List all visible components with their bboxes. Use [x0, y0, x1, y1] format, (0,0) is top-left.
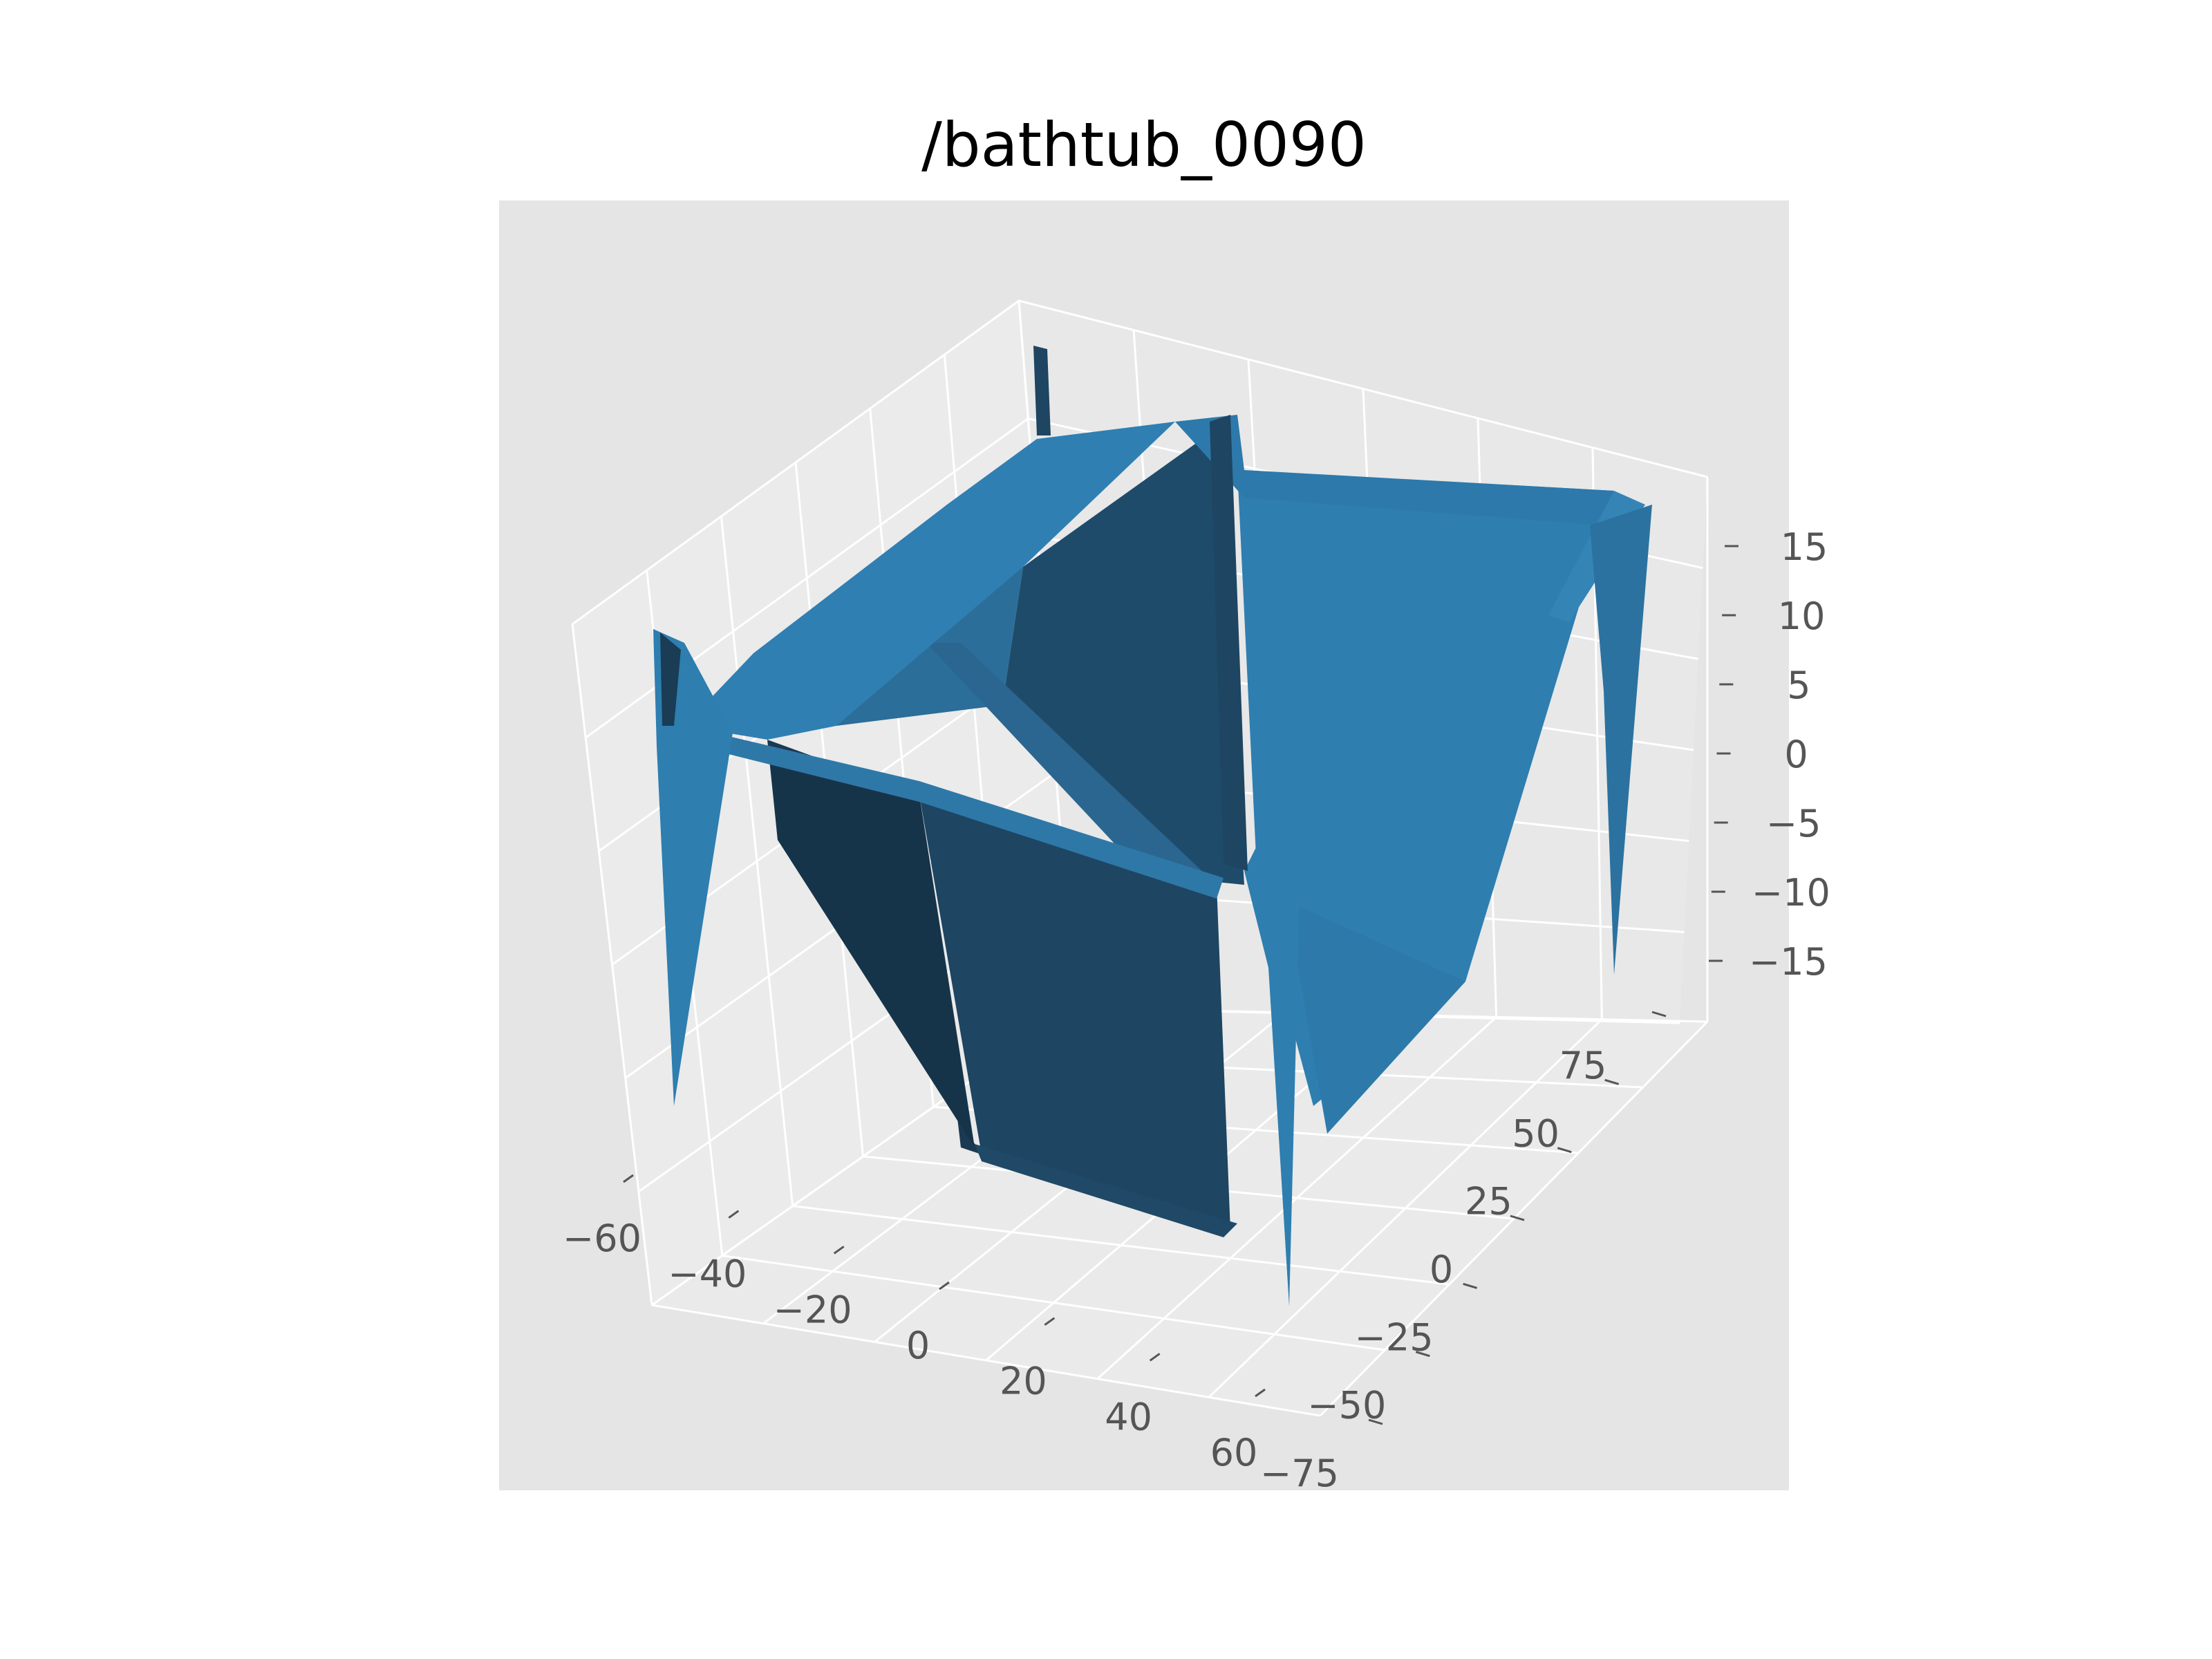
surface-spike-center [1210, 415, 1248, 871]
z-tick-label: −5 [1766, 802, 1821, 845]
y-tick-mark [1651, 1011, 1667, 1018]
surface-back-face-a [926, 643, 1217, 885]
y-tick-label: −50 [1307, 1384, 1386, 1427]
y-tick-mark [1604, 1078, 1620, 1085]
x-tick-mark [728, 1210, 740, 1219]
x-tick-label: −60 [563, 1217, 641, 1260]
x-tick-label: −40 [668, 1253, 747, 1296]
x-tick-mark [1044, 1317, 1056, 1326]
z-tick-label: −15 [1749, 940, 1828, 984]
x-axis-ticks: −60 −40 −20 0 20 40 60 [563, 1174, 1266, 1474]
x-tick-mark [939, 1281, 950, 1291]
z-tick-label: 15 [1781, 525, 1828, 569]
z-tick-label: 5 [1787, 664, 1810, 707]
y-tick-label: 75 [1559, 1044, 1607, 1087]
z-tick-label: 10 [1778, 594, 1826, 638]
x-tick-label: 40 [1105, 1395, 1152, 1438]
surface-spike-right [1590, 505, 1652, 975]
x-tick-label: 0 [906, 1324, 930, 1367]
surface-spike-top [1033, 346, 1051, 435]
y-tick-mark [1463, 1282, 1478, 1289]
grid-line [722, 1254, 1385, 1351]
surface-rim-front [684, 726, 1224, 899]
y-tick-mark [1510, 1215, 1525, 1221]
surface-left-inner [769, 747, 975, 1147]
surface-rim-left [684, 422, 1175, 740]
y-tick-mark [1557, 1147, 1572, 1154]
z-tick-label: −10 [1752, 871, 1830, 915]
grid-line [792, 1205, 1450, 1286]
x-tick-mark [623, 1174, 634, 1183]
y-tick-mark [1368, 1418, 1383, 1425]
z-axis-ticks: −15 −10 −5 0 5 10 15 [1709, 525, 1830, 984]
y-tick-label: 50 [1512, 1112, 1559, 1155]
y-tick-label: 0 [1430, 1248, 1453, 1291]
grid-line [572, 299, 1708, 626]
surface-spike-left [653, 629, 733, 1106]
surface-right-front [1251, 885, 1465, 1134]
grid-line [651, 1304, 1321, 1417]
x-tick-mark [833, 1246, 845, 1255]
surface-front-floor [975, 1144, 1237, 1237]
surface-rim-back [1175, 415, 1614, 525]
y-tick-label: −75 [1260, 1452, 1339, 1495]
surface [653, 346, 1652, 1306]
x-tick-mark [1255, 1388, 1266, 1398]
x-tick-mark [1149, 1353, 1161, 1362]
y-tick-label: −25 [1355, 1315, 1434, 1359]
x-tick-label: 20 [1000, 1360, 1047, 1403]
z-tick-label: 0 [1784, 733, 1808, 776]
surface-spike-left-dark [660, 632, 681, 726]
x-tick-label: 60 [1210, 1431, 1258, 1474]
surface-spike-front [1244, 802, 1300, 1306]
y-tick-label: 25 [1465, 1180, 1512, 1224]
surface-back-inner [1002, 429, 1244, 885]
chart-title: /bathtub_0090 [921, 109, 1367, 180]
y-tick-mark [1415, 1351, 1430, 1358]
x-tick-label: −20 [774, 1288, 852, 1331]
surface-front-wall [919, 795, 1230, 1230]
